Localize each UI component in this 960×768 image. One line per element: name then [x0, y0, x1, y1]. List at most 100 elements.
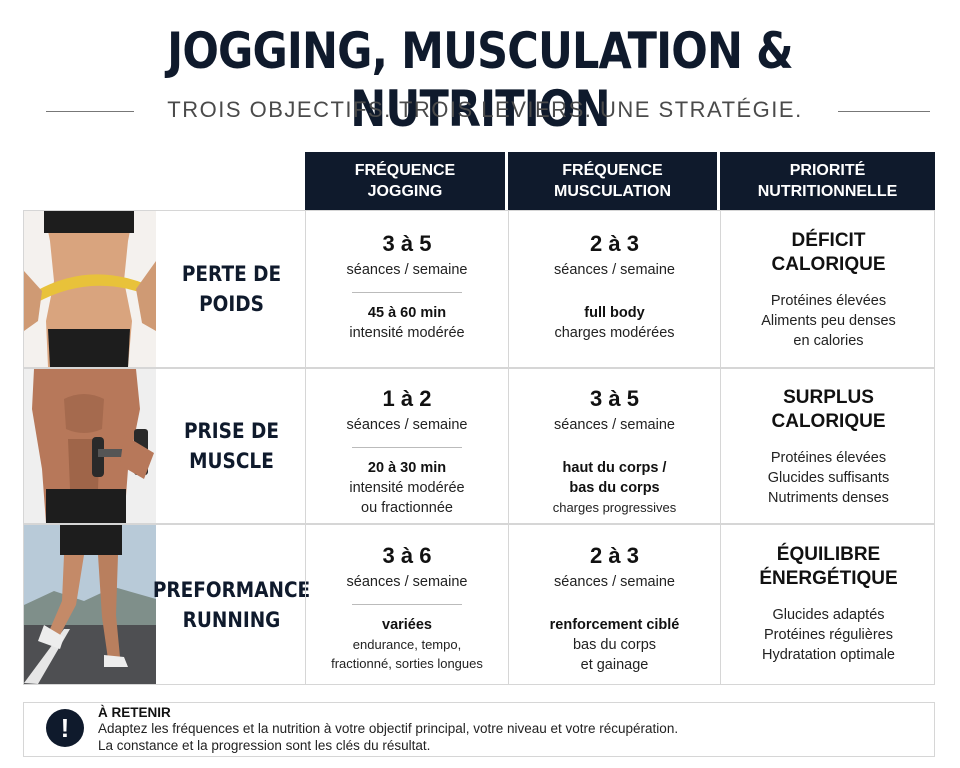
cell-musculation-weight-loss: 2 à 3 séances / semaine full body charge… [509, 231, 720, 343]
cell-divider [352, 447, 462, 448]
key-takeaway-line: Adaptez les fréquences et la nutrition à… [98, 721, 679, 736]
column-header-musculation: FRÉQUENCE MUSCULATION [508, 152, 717, 210]
column-header-line: JOGGING [367, 183, 443, 200]
nutrition-priority: ÉQUILIBRE [776, 544, 881, 565]
column-header-line: PRIORITÉ [789, 162, 866, 179]
column-header-jogging: FRÉQUENCE JOGGING [305, 152, 505, 210]
row-title-line: POIDS [199, 292, 264, 316]
duration-text: 45 à 60 min [367, 305, 447, 321]
nutrition-detail-line: Nutriments denses [768, 490, 889, 506]
row-title-weight-loss: PERTE DE POIDS [168, 211, 296, 367]
session-detail-text: fractionné, sorties longues [331, 656, 483, 671]
subtitle-divider-right [838, 111, 930, 112]
key-takeaway-line: La constance et la progression sont les … [98, 738, 431, 753]
program-text: haut du corps / [562, 460, 667, 476]
nutrition-detail-line: Protéines élevées [770, 293, 887, 309]
column-header-line: NUTRITIONNELLE [757, 183, 898, 200]
key-takeaway-title: À RETENIR [98, 705, 171, 720]
page-subtitle: TROIS OBJECTIFS. TROIS LEVIERS. UNE STRA… [167, 97, 803, 122]
intensity-text: ou fractionnée [361, 500, 453, 516]
cell-jogging-running-performance: 3 à 6 séances / semaine variées enduranc… [306, 543, 508, 673]
column-divider [508, 369, 509, 523]
table-row-running-performance: PREFORMANCE RUNNING 3 à 6 séances / sema… [23, 524, 935, 685]
column-divider [305, 525, 306, 684]
row-title-running-performance: PREFORMANCE RUNNING [153, 525, 310, 684]
cell-musculation-muscle-gain: 3 à 5 séances / semaine haut du corps / … [509, 386, 720, 517]
nutrition-detail-line: en calories [793, 333, 864, 349]
cell-nutrition-muscle-gain: SURPLUS CALORIQUE Protéines élevées Gluc… [721, 386, 936, 508]
page-title: JOGGING, MUSCULATION & NUTRITION [167, 22, 794, 138]
column-divider [720, 211, 721, 367]
row-title-line: MUSCLE [189, 449, 274, 473]
weight-loss-photo [24, 211, 156, 367]
frequency-unit: séances / semaine [554, 262, 675, 278]
frequency-value: 2 à 3 [590, 231, 639, 256]
cell-spacer [560, 292, 670, 293]
cell-spacer [560, 447, 670, 448]
frequency-unit: séances / semaine [346, 262, 468, 278]
nutrition-priority: DÉFICIT [791, 230, 866, 251]
program-text: full body [584, 305, 645, 321]
intensity-text: intensité modérée [349, 325, 465, 341]
column-header-line: FRÉQUENCE [354, 162, 456, 179]
nutrition-detail-line: Glucides suffisants [767, 470, 890, 486]
nutrition-detail-line: Protéines élevées [770, 450, 887, 466]
frequency-value: 1 à 2 [382, 386, 432, 411]
session-type-text: variées [382, 617, 432, 633]
column-divider [305, 369, 306, 523]
column-header-nutrition: PRIORITÉ NUTRITIONNELLE [720, 152, 935, 210]
load-text: charges modérées [554, 325, 675, 341]
cell-jogging-muscle-gain: 1 à 2 séances / semaine 20 à 30 min inte… [306, 386, 508, 518]
cell-nutrition-weight-loss: DÉFICIT CALORIQUE Protéines élevées Alim… [721, 229, 936, 351]
comparison-table: FRÉQUENCE JOGGING FRÉQUENCE MUSCULATION … [23, 152, 935, 685]
nutrition-detail-line: Hydratation optimale [762, 647, 895, 663]
table-row-muscle-gain: PRISE DE MUSCLE 1 à 2 séances / semaine … [23, 368, 935, 524]
duration-text: 20 à 30 min [367, 460, 447, 476]
nutrition-priority: CALORIQUE [771, 411, 886, 432]
program-detail-text: bas du corps [572, 637, 657, 653]
muscle-gain-photo [24, 369, 156, 523]
nutrition-priority: CALORIQUE [771, 254, 886, 275]
frequency-unit: séances / semaine [554, 574, 675, 590]
table-row-weight-loss: PERTE DE POIDS 3 à 5 séances / semaine 4… [23, 210, 935, 368]
column-divider [508, 211, 509, 367]
cell-spacer [560, 604, 670, 605]
cell-nutrition-running-performance: ÉQUILIBRE ÉNERGÉTIQUE Glucides adaptés P… [721, 543, 936, 665]
column-divider [305, 211, 306, 367]
frequency-unit: séances / semaine [346, 574, 468, 590]
column-header-line: MUSCULATION [553, 183, 672, 200]
column-header-line: FRÉQUENCE [562, 162, 663, 179]
nutrition-detail-line: Aliments peu denses [761, 313, 896, 329]
cell-divider [352, 292, 462, 293]
column-divider [720, 369, 721, 523]
exclamation-icon: ! [46, 709, 84, 747]
program-detail-text: et gainage [580, 657, 649, 673]
nutrition-details: Protéines élevées Aliments peu denses en… [761, 291, 896, 351]
nutrition-priority: ÉNERGÉTIQUE [759, 568, 898, 589]
row-title-muscle-gain: PRISE DE MUSCLE [168, 369, 296, 523]
row-title-line: PRISE DE [184, 419, 279, 443]
subtitle-divider-left [46, 111, 134, 112]
row-title-line: PREFORMANCE [152, 577, 311, 602]
row-title-line: RUNNING [182, 607, 281, 632]
program-text: renforcement ciblé [549, 617, 680, 633]
frequency-value: 3 à 5 [590, 386, 639, 411]
frequency-unit: séances / semaine [554, 417, 675, 433]
cell-jogging-weight-loss: 3 à 5 séances / semaine 45 à 60 min inte… [306, 231, 508, 343]
cell-musculation-running-performance: 2 à 3 séances / semaine renforcement cib… [509, 543, 720, 675]
column-divider [508, 525, 509, 684]
nutrition-priority: SURPLUS [783, 387, 874, 408]
key-takeaway-box: ! À RETENIR Adaptez les fréquences et la… [23, 702, 935, 757]
cell-divider [352, 604, 462, 605]
frequency-value: 3 à 5 [382, 231, 432, 256]
frequency-value: 2 à 3 [590, 543, 639, 568]
frequency-value: 3 à 6 [382, 543, 432, 568]
row-title-line: PERTE DE [181, 262, 282, 286]
subtitle-row: TROIS OBJECTIFS. TROIS LEVIERS. UNE STRA… [0, 97, 960, 127]
column-divider [720, 525, 721, 684]
load-text: charges progressives [552, 500, 677, 515]
nutrition-details: Glucides adaptés Protéines régulières Hy… [762, 605, 895, 665]
frequency-unit: séances / semaine [346, 417, 468, 433]
intensity-text: intensité modérée [349, 480, 465, 496]
running-photo [24, 525, 156, 684]
